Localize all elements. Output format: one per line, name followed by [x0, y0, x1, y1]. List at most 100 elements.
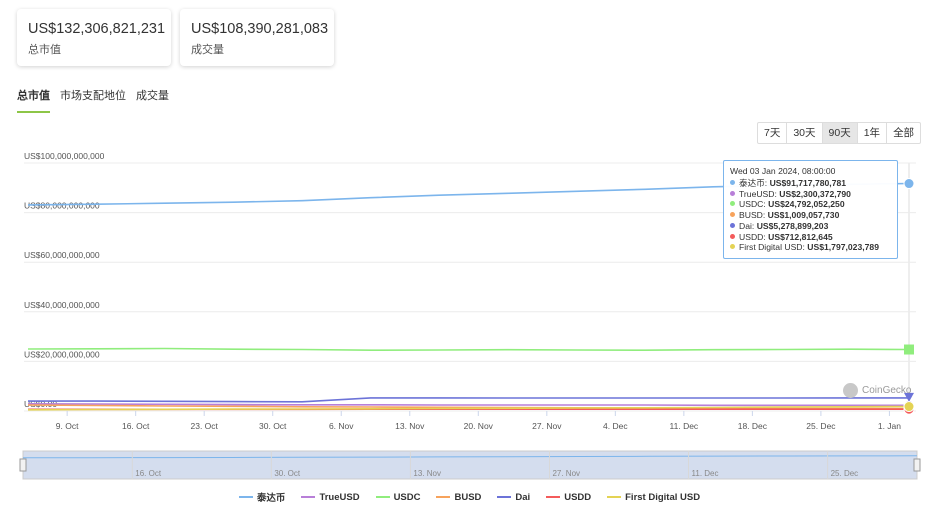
navigator-series-line [23, 455, 918, 459]
tooltip-series-name: USDC [739, 199, 764, 210]
series-dot-icon [730, 222, 735, 228]
tooltip-series-value: US$24,792,052,250 [768, 199, 845, 210]
legend-label: TrueUSD [319, 491, 360, 503]
x-tick-label: 25. Dec [806, 421, 836, 431]
navigator-label: 30. Oct [274, 469, 301, 478]
tooltip-series-name: First Digital USD [739, 242, 803, 253]
series-hover-marker [903, 178, 915, 190]
coingecko-watermark: CoinGecko [843, 383, 911, 398]
tooltip-series-value: US$1,009,057,730 [767, 210, 840, 221]
x-tick-label: 13. Nov [395, 421, 425, 431]
series-line [27, 404, 909, 410]
legend-line-icon [546, 496, 561, 498]
y-tick-label: US$40,000,000,000 [24, 300, 100, 310]
navigator-label: 25. Dec [831, 469, 859, 478]
x-tick-label: 20. Nov [464, 421, 494, 431]
y-tick-label: US$20,000,000,000 [24, 349, 100, 359]
legend-item[interactable]: First Digital USD [607, 490, 700, 504]
series-line [27, 347, 910, 352]
tooltip-row: TrueUSD: US$2,300,372,790 [730, 189, 891, 200]
x-tick-label: 4. Dec [603, 421, 628, 431]
x-tick-label: 27. Nov [532, 421, 562, 431]
tab-market-cap[interactable]: 总市值 [17, 87, 50, 113]
legend-label: BUSD [454, 491, 482, 503]
tooltip-series-value: US$91,717,780,781 [769, 178, 847, 188]
tooltip-series-name: BUSD [739, 210, 763, 221]
tooltip-series-name: Dai [739, 220, 752, 231]
range-30d-button[interactable]: 30天 [787, 122, 823, 144]
tooltip-row: First Digital USD: US$1,797,023,789 [730, 242, 891, 253]
series-dot-icon [730, 244, 735, 250]
range-all-button[interactable]: 全部 [887, 122, 922, 144]
tooltip-row: BUSD: US$1,009,057,730 [730, 210, 891, 221]
series-dot-icon [730, 212, 735, 218]
legend-item[interactable]: 泰达币 [238, 490, 286, 504]
chart-tabs: 总市值 市场支配地位 成交量 [17, 87, 179, 113]
tooltip-series-value: US$2,300,372,790 [779, 188, 851, 199]
legend-label: First Digital USD [625, 491, 701, 503]
legend-line-icon [436, 496, 451, 498]
series-line [28, 397, 909, 403]
market-cap-label: 总市值 [28, 44, 61, 56]
time-range-selector: 7天 30天 90天 1年 全部 [757, 122, 922, 144]
series-dot-icon [730, 233, 735, 239]
legend-line-icon [238, 496, 253, 498]
legend-item[interactable]: Dai [497, 490, 530, 504]
tooltip-series-name: USDD [739, 231, 764, 242]
y-tick-label: US$60,000,000,000 [24, 250, 100, 260]
x-tick-label: 23. Oct [190, 421, 218, 431]
x-tick-label: 16. Oct [122, 421, 150, 431]
legend-label: Dai [515, 491, 531, 503]
navigator-label: 16. Oct [135, 469, 162, 478]
tooltip-row: USDD: US$712,812,645 [730, 232, 891, 243]
tooltip-series-name: 泰达币 [739, 178, 765, 188]
watermark-text: CoinGecko [862, 385, 912, 396]
legend-item[interactable]: BUSD [436, 490, 481, 504]
x-tick-label: 11. Dec [670, 421, 699, 431]
x-tick-label: 9. Oct [56, 421, 79, 431]
series-hover-marker [904, 392, 914, 402]
volume-card: US$108,390,281,083 成交量 [180, 9, 334, 66]
chart-tooltip: Wed 03 Jan 2024, 08:00:00 泰达币: US$91,717… [723, 160, 898, 259]
navigator-label: 13. Nov [413, 469, 441, 478]
tooltip-row: USDC: US$24,792,052,250 [730, 199, 891, 210]
tooltip-date: Wed 03 Jan 2024, 08:00:00 [730, 166, 836, 176]
tab-volume[interactable]: 成交量 [136, 90, 169, 102]
legend-label: 泰达币 [256, 493, 286, 504]
volume-value: US$108,390,281,083 [191, 21, 329, 37]
x-tick-label: 6. Nov [329, 421, 354, 431]
tooltip-row: Dai: US$5,278,899,203 [730, 221, 891, 232]
range-1y-button[interactable]: 1年 [857, 122, 888, 144]
coingecko-logo-icon [843, 383, 858, 398]
tooltip-series-value: US$1,797,023,789 [807, 242, 879, 253]
x-tick-label: 1. Jan [878, 421, 901, 431]
tooltip-row: 泰达币: US$91,717,780,781 [730, 178, 891, 189]
market-cap-card: US$132,306,821,231 总市值 [17, 9, 171, 66]
range-7d-button[interactable]: 7天 [757, 122, 788, 144]
legend-line-icon [607, 496, 622, 498]
legend-line-icon [375, 496, 390, 498]
tooltip-series-name: TrueUSD [739, 188, 775, 199]
series-dot-icon [730, 201, 735, 207]
series-hover-marker [904, 344, 914, 355]
tab-dominance[interactable]: 市场支配地位 [60, 90, 126, 102]
legend-item[interactable]: TrueUSD [301, 490, 360, 504]
x-tick-label: 30. Oct [259, 421, 287, 431]
y-tick-label: US$80,000,000,000 [24, 201, 100, 211]
legend-label: USDD [564, 491, 592, 503]
tooltip-series-value: US$712,812,645 [768, 231, 833, 242]
legend-item[interactable]: USDC [375, 490, 420, 504]
series-dot-icon [730, 180, 735, 185]
range-90d-button[interactable]: 90天 [822, 122, 858, 144]
navigator-label: 27. Nov [552, 469, 580, 478]
legend-item[interactable]: USDD [546, 490, 591, 504]
series-line [27, 405, 910, 411]
navigator-left-handle [19, 458, 27, 472]
volume-label: 成交量 [191, 44, 224, 56]
market-cap-value: US$132,306,821,231 [28, 21, 166, 37]
y-tick-label: US$100,000,000,000 [24, 151, 105, 161]
navigator-label: 11. Dec [692, 469, 719, 478]
navigator-right-handle [913, 458, 921, 472]
series-hover-marker [903, 401, 915, 413]
